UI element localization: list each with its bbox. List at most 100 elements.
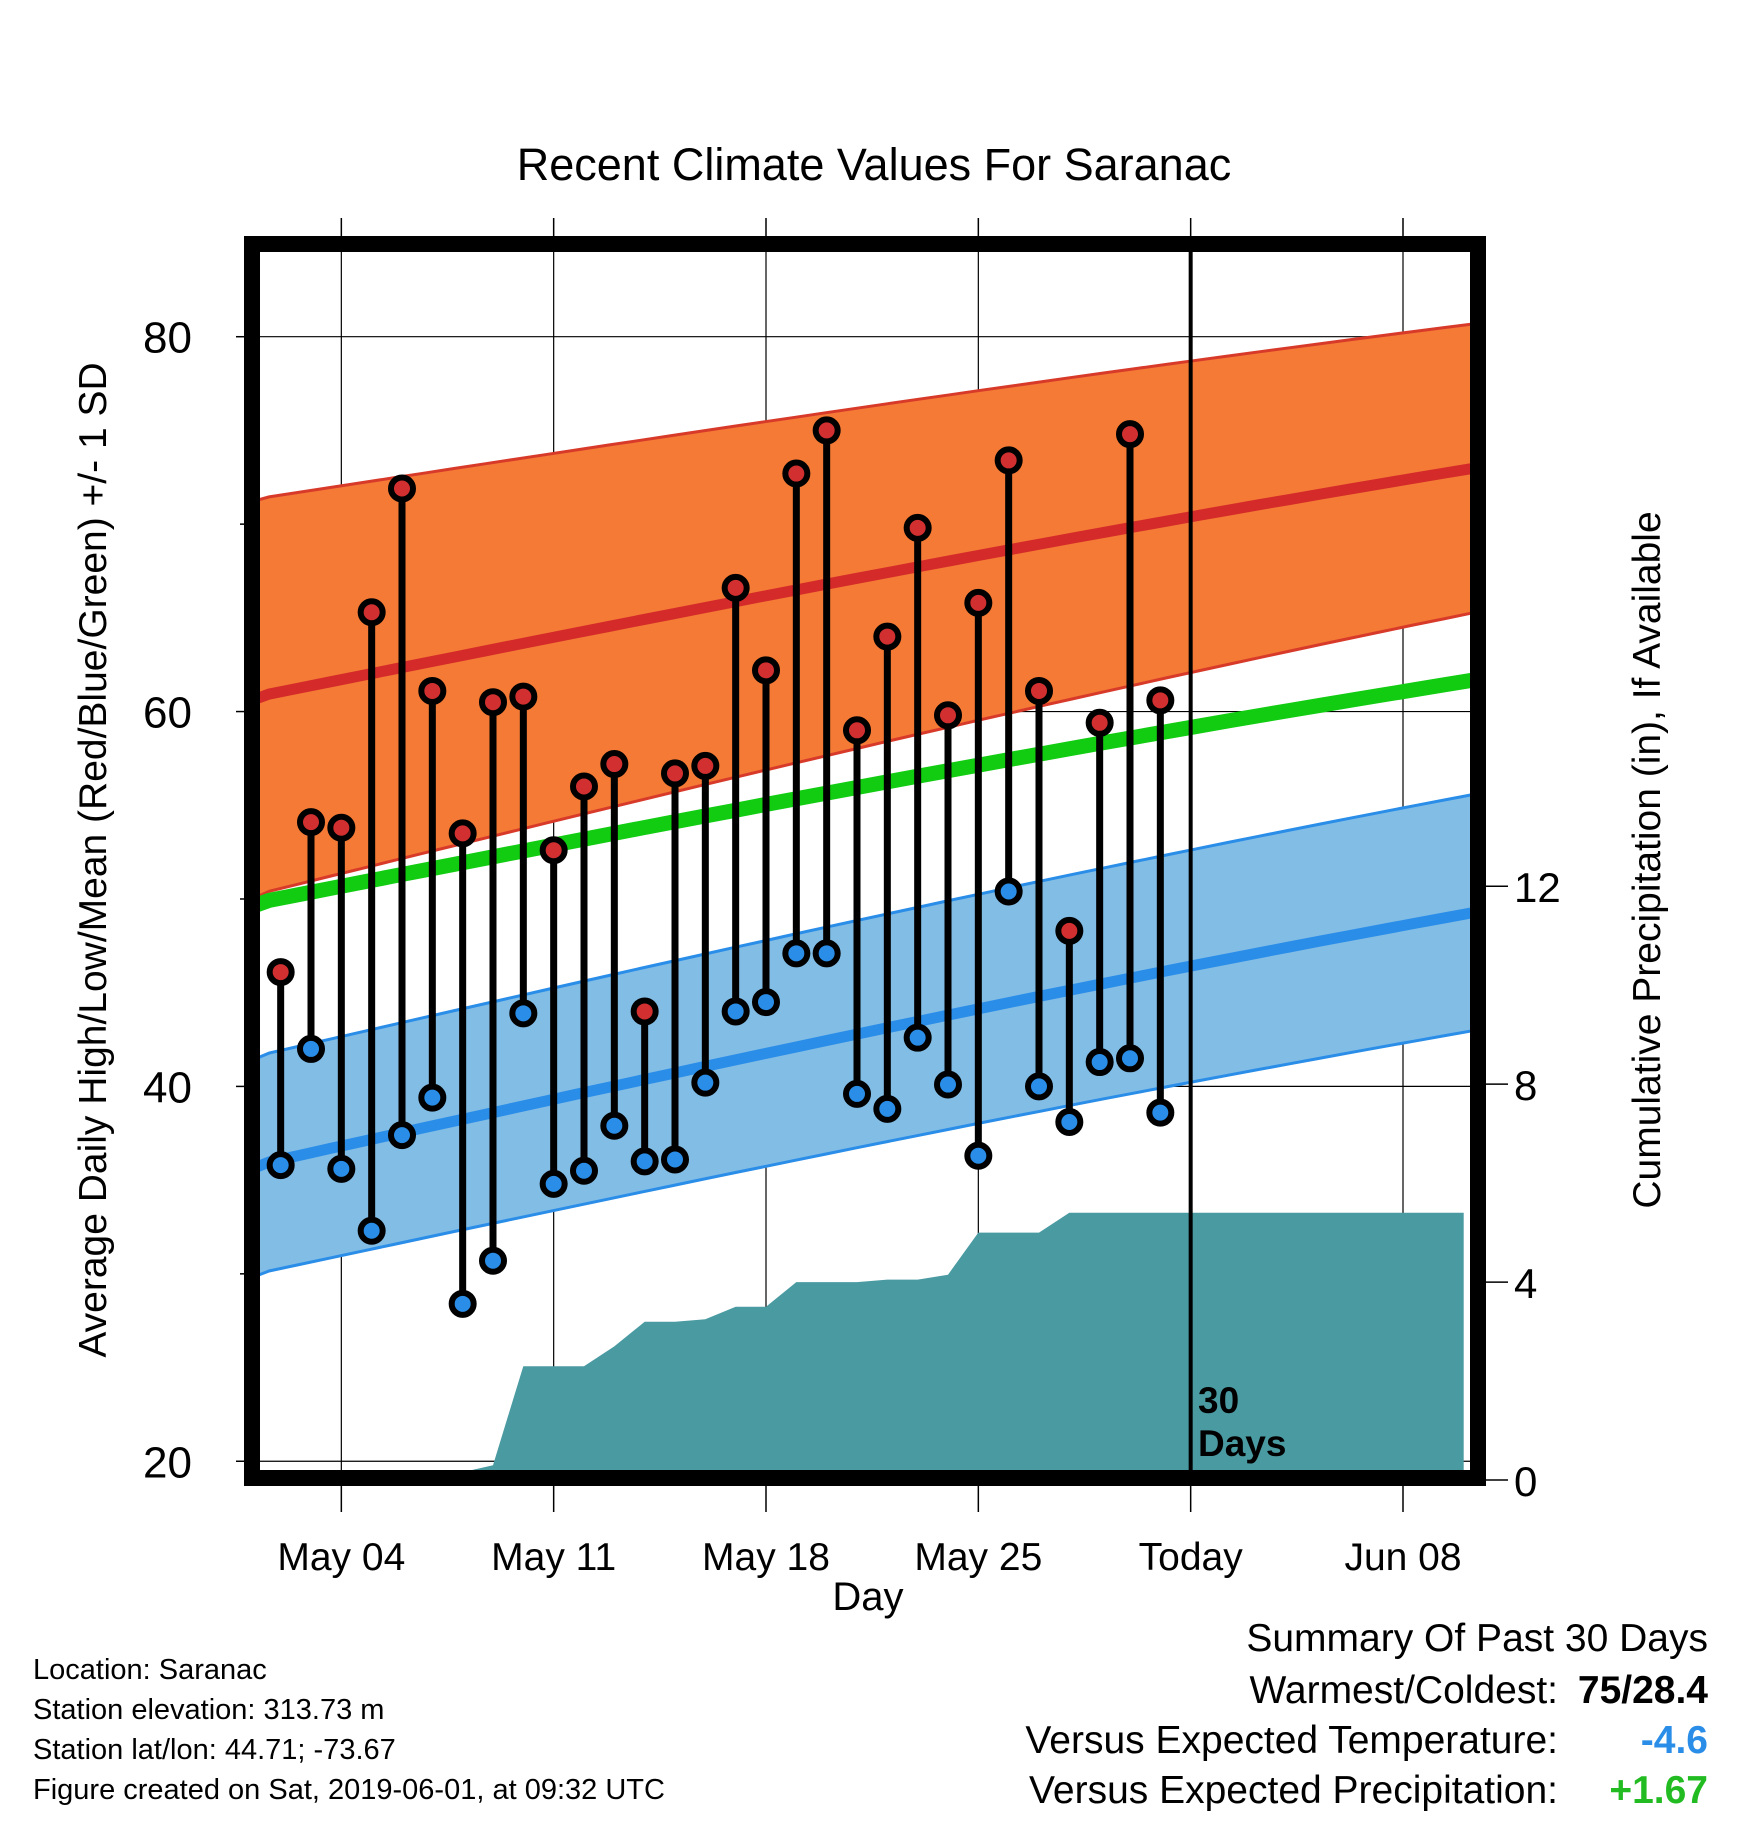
daily-high-point (691, 751, 720, 780)
y-tick-label-left: 60 (143, 689, 192, 738)
daily-high-point (388, 474, 416, 503)
cumulative-precip-area (252, 1212, 1464, 1480)
x-tick-label: May 18 (702, 1536, 830, 1579)
x-tick-label: May 11 (491, 1536, 616, 1579)
today-days-count: 30 (1198, 1380, 1239, 1421)
plot-frame (244, 236, 1486, 1486)
summary-panel: Summary Of Past 30 Days Warmest/Coldest:… (808, 1612, 1708, 1816)
temp-departure-label: Versus Expected Temperature: (1025, 1719, 1558, 1762)
station-info: Location: Saranac Station elevation: 313… (33, 1650, 665, 1810)
daily-high-point (630, 997, 659, 1026)
summary-row-temperature: Versus Expected Temperature: -4.6 (808, 1716, 1708, 1766)
daily-low-point (1085, 1048, 1114, 1077)
daily-high-point (843, 716, 871, 745)
daily-low-point (297, 1034, 325, 1063)
y-axis-label-left: Average Daily High/Low/Mean (Red/Blue/Gr… (72, 362, 115, 1357)
temp-departure-value: -4.6 (1640, 1719, 1708, 1762)
daily-low-point (1025, 1072, 1053, 1101)
warmest-coldest-value: 75/28.4 (1577, 1669, 1708, 1712)
daily-high-point (570, 772, 598, 801)
daily-high-point (1025, 676, 1053, 705)
daily-low-point (600, 1111, 629, 1140)
daily-low-point (812, 939, 841, 968)
daily-low-point (388, 1121, 416, 1150)
daily-high-point (812, 416, 841, 445)
daily-high-point (539, 836, 568, 865)
x-tick-label: Jun 08 (1344, 1536, 1461, 1579)
daily-high-point (934, 701, 962, 730)
daily-low-point (509, 999, 538, 1028)
daily-low-point (539, 1169, 568, 1198)
daily-high-point (1055, 916, 1084, 945)
y-tick-label-left: 20 (143, 1438, 192, 1487)
precip-departure-value: +1.67 (1609, 1769, 1708, 1812)
daily-low-point (843, 1079, 871, 1108)
daily-high-point (1116, 420, 1144, 449)
summary-row-warmest: Warmest/Coldest: 75/28.4 (808, 1666, 1708, 1716)
daily-low-point (418, 1083, 447, 1112)
daily-high-point (479, 688, 507, 717)
daily-high-point (903, 513, 932, 542)
y-tick-label-right: 8 (1514, 1062, 1537, 1109)
daily-high-point (418, 676, 447, 705)
daily-high-point (448, 819, 477, 848)
daily-high-point (1085, 708, 1114, 737)
daily-high-point (327, 813, 356, 842)
daily-high-point (509, 682, 538, 711)
daily-low-point (994, 877, 1023, 906)
today-days-label: Days (1198, 1423, 1286, 1464)
daily-high-point (752, 656, 780, 685)
y-tick-label-left: 40 (143, 1063, 192, 1112)
daily-low-point (934, 1070, 962, 1099)
daily-low-point (782, 939, 811, 968)
normal-high-band (252, 323, 1476, 900)
daily-low-point (661, 1145, 689, 1174)
location-text: Location: Saranac (33, 1654, 267, 1686)
daily-low-point (721, 997, 750, 1026)
normal-high-line (250, 462, 1477, 706)
y-tick-label-right: 0 (1514, 1458, 1537, 1505)
daily-high-point (357, 598, 386, 627)
normal-low-lower-edge (251, 1028, 1477, 1279)
daily-low-point (752, 988, 780, 1017)
y-tick-label-left: 80 (143, 314, 192, 363)
normal-high-upper-edge (251, 322, 1476, 504)
x-axis-label: Day (832, 1575, 903, 1619)
daily-low-point (570, 1156, 598, 1185)
daily-low-point (1146, 1098, 1175, 1127)
latlon-text: Station lat/lon: 44.71; -73.67 (33, 1734, 396, 1766)
daily-points (266, 416, 1175, 1318)
daily-low-point (630, 1147, 659, 1176)
y-tick-label-right: 12 (1514, 864, 1561, 911)
x-tick-label: May 04 (277, 1536, 405, 1579)
daily-range-stems (277, 430, 1164, 1304)
y-tick-label-right: 4 (1514, 1260, 1537, 1307)
daily-low-point (479, 1246, 507, 1275)
daily-low-point (691, 1068, 720, 1097)
daily-high-point (297, 808, 325, 837)
daily-high-point (873, 622, 902, 651)
precip-departure-label: Versus Expected Precipitation: (1029, 1769, 1558, 1812)
elevation-text: Station elevation: 313.73 m (33, 1694, 385, 1726)
warmest-coldest-label: Warmest/Coldest: (1249, 1669, 1558, 1712)
daily-high-point (782, 459, 811, 488)
daily-low-point (327, 1154, 356, 1183)
daily-high-point (994, 446, 1023, 475)
daily-high-point (600, 750, 629, 779)
daily-low-point (1116, 1044, 1144, 1073)
daily-high-point (964, 588, 993, 617)
summary-row-precipitation: Versus Expected Precipitation: +1.67 (808, 1766, 1708, 1816)
climate-chart: Recent Climate Values For Saranac 204060… (72, 139, 1669, 1619)
daily-low-point (964, 1141, 993, 1170)
chart-title: Recent Climate Values For Saranac (517, 139, 1232, 190)
x-tick-label: May 25 (914, 1536, 1042, 1579)
daily-low-point (1055, 1108, 1084, 1137)
plot-border (244, 236, 1486, 1486)
daily-high-point (721, 573, 750, 602)
daily-low-point (873, 1094, 902, 1123)
x-tick-label: Today (1139, 1536, 1244, 1579)
axes: 20 40 60 80 0 4 8 12 May 04 May 11 May 18 May 25 Tod… (143, 218, 1561, 1579)
daily-low-point (357, 1216, 386, 1245)
daily-low-point (903, 1023, 932, 1052)
daily-high-point (1146, 686, 1175, 715)
